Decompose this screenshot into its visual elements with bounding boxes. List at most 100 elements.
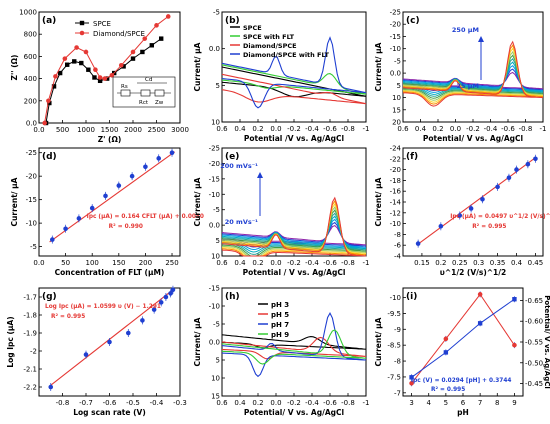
data-point — [143, 164, 148, 170]
panel-f: 0.15 0.2 0.25 0.3 0.35 0.4 0.45 -4 -6 -8 -10 -12 -14… — [374, 145, 550, 278]
x-tick-label: 0.2 — [252, 399, 263, 407]
x-tick-label: -0.6 — [323, 399, 337, 407]
cv-curve — [402, 40, 544, 107]
x-axis-label: pH — [457, 408, 469, 417]
y-axis-label: Log Ipc (μA) — [6, 316, 15, 367]
y-tick-label: -24 — [390, 145, 402, 153]
data-point — [169, 150, 175, 155]
data-point — [62, 56, 68, 61]
resistor-rs — [120, 89, 131, 97]
x-tick-label: 7 — [478, 399, 482, 407]
x-tick-label: -0.6 — [323, 259, 337, 267]
x-tick-label: -1 — [363, 125, 370, 133]
panel-c: 0.6 0.4 0.2 0.0 -0.2 -0.4 -0.6 -0.8 -1 -25 -20 -15 -… — [374, 9, 546, 144]
legend-label: Diamond/SPCE with FLT — [243, 51, 330, 59]
x-tick-label: -0.5 — [126, 399, 140, 407]
data-point — [514, 167, 519, 172]
potential-point — [443, 350, 449, 355]
legend-label: pH 5 — [271, 311, 289, 319]
y-tick-label: 15 — [211, 393, 220, 401]
x-tick-label: 2000 — [124, 126, 142, 134]
y-tick-label: -8 — [394, 358, 401, 366]
y-axis-label: Current/ μA — [374, 42, 383, 91]
cv-curve — [221, 206, 367, 257]
current-point — [443, 336, 449, 342]
x-tick-label: -0.7 — [79, 399, 93, 407]
y-tick-label: -15 — [209, 175, 220, 183]
x-tick-label: 6 — [461, 399, 466, 407]
y-tick-label: -2 — [30, 348, 37, 356]
x-tick-label: -0.8 — [341, 125, 355, 133]
y-tick-label: -5 — [394, 57, 401, 65]
x-axis-label: Z' (Ω) — [98, 135, 122, 144]
data-point — [118, 62, 124, 68]
cv-curve — [221, 196, 367, 257]
arrow-head — [257, 172, 263, 178]
potential-point — [409, 375, 414, 380]
y-tick-label: -5 — [30, 243, 37, 251]
current-point — [512, 342, 517, 348]
data-point — [149, 43, 154, 48]
panel-letter: (c) — [406, 16, 420, 26]
x-tick-label: 0.6 — [397, 125, 409, 133]
y-tick-label: -16 — [390, 188, 402, 196]
y-tick-label: -10 — [209, 303, 220, 311]
y-axis-label: Current/ μA — [374, 317, 383, 366]
data-point — [156, 156, 162, 161]
y-tick-label: 5 — [397, 82, 401, 90]
x-tick-label: -0.2 — [287, 399, 301, 407]
fit-r2: R² = 0.995 — [431, 386, 465, 393]
y-tick-label: 10 — [211, 375, 220, 383]
cv-curve — [221, 334, 367, 350]
data-point — [170, 287, 176, 293]
x-tick-label: -0.6 — [501, 125, 515, 133]
data-point — [480, 197, 485, 202]
y-tick-label: -7.5 — [387, 373, 401, 381]
legend-label: Diamond/SPCE — [243, 42, 297, 50]
annotation-top: 200 mVs⁻¹ — [220, 162, 258, 170]
x-tick-label: 50 — [61, 259, 70, 267]
panel-letter: (i) — [406, 292, 417, 302]
x-tick-label: 0.15 — [414, 259, 430, 267]
y-right-tick-label: -0.45 — [525, 380, 543, 388]
panel-a: 0.0 500 1000 1500 2000 2500 3000 0.0 200 400 600 80… — [10, 9, 189, 145]
fit-line — [50, 289, 174, 386]
data-point — [130, 49, 136, 55]
y-tick-label: -6 — [394, 242, 402, 250]
y-axis-label: Z'' (Ω) — [10, 55, 19, 81]
y-right-tick-label: -0.65 — [525, 297, 543, 305]
x-tick-label: 0.3 — [473, 259, 484, 267]
current-point — [477, 292, 483, 297]
x-tick-label: -0.4 — [305, 259, 319, 267]
y-tick-label: 0.0 — [209, 339, 220, 347]
data-point — [53, 74, 58, 79]
y-tick-label: -4 — [394, 253, 402, 261]
potential-point — [477, 321, 483, 326]
data-point — [116, 183, 122, 188]
y-tick-label: -8 — [394, 231, 401, 239]
x-tick-label: -0.4 — [305, 399, 319, 407]
panel-g: -0.8 -0.7 -0.6 -0.5 -0.4 -0.3 -2.2 -2.1 -2 -1.9 -1… — [6, 285, 187, 417]
panel-letter: (b) — [225, 16, 240, 26]
data-point — [97, 78, 103, 84]
legend-label: SPCE — [243, 24, 262, 32]
cv-curve — [221, 215, 367, 253]
annotation-top: 250 μM — [452, 26, 479, 34]
data-point — [83, 352, 89, 357]
y-axis-label: Current/ μA — [193, 42, 202, 91]
data-point — [65, 62, 70, 67]
x-tick-label: 0.25 — [452, 259, 468, 267]
y-right-tick-label: -0.60 — [525, 318, 543, 326]
x-tick-label: 0.6 — [216, 125, 228, 133]
x-tick-label: -0.2 — [287, 125, 301, 133]
x-tick-label: 200 — [139, 259, 152, 267]
data-point — [83, 49, 89, 55]
fit-line — [417, 157, 536, 245]
x-tick-label: -0.8 — [341, 399, 355, 407]
data-point — [86, 67, 91, 72]
y-tick-label: -12 — [390, 209, 401, 217]
x-tick-label: 250 — [165, 259, 178, 267]
fit-equation: Ipc (μA) = 0.164 CFLT (μA) + 0.0050 — [87, 214, 204, 220]
x-tick-label: 2500 — [148, 126, 166, 134]
